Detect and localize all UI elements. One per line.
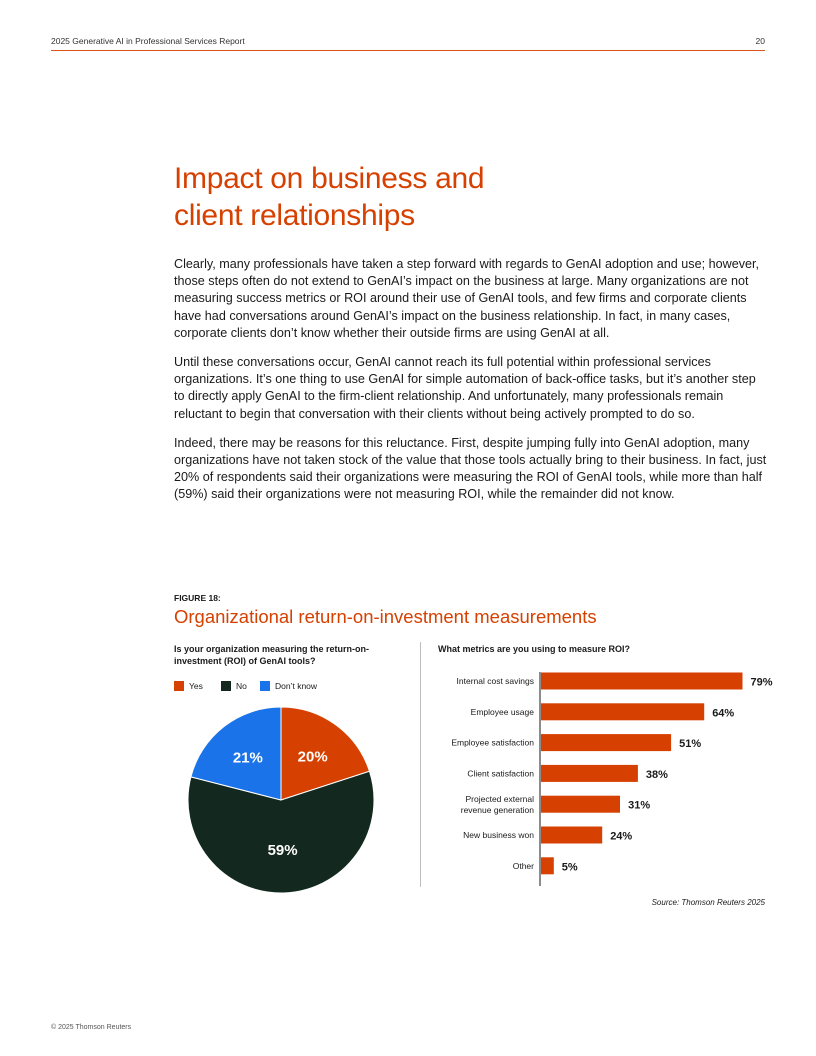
body-text: Clearly, many professionals have taken a… xyxy=(174,256,769,516)
legend-swatch-yes xyxy=(174,681,184,691)
bar-projected-external-revenue-generation xyxy=(541,795,620,813)
bar-value-employee-satisfaction: 51% xyxy=(679,738,701,750)
figure-title: Organizational return-on-investment meas… xyxy=(174,606,597,627)
bar-value-employee-usage: 64% xyxy=(712,707,734,719)
page-title-line-1: Impact on business and xyxy=(174,162,485,195)
legend-label-yes: Yes xyxy=(189,681,203,691)
paragraph: Indeed, there may be reasons for this re… xyxy=(174,435,767,502)
bar-employee-usage xyxy=(541,703,705,721)
bar-chart-question: What metrics are you using to measure RO… xyxy=(438,644,631,654)
bar-category-internal-cost-savings: Internal cost savings xyxy=(457,676,534,686)
bar-value-client-satisfaction: 38% xyxy=(646,769,668,781)
legend-swatch-no xyxy=(221,681,231,691)
pie-label-no: 59% xyxy=(268,842,298,859)
figure-label: FIGURE 18: xyxy=(174,593,221,603)
bar-category-other: Other xyxy=(513,861,534,871)
paragraph: Until these conversations occur, GenAI c… xyxy=(174,355,756,421)
report-title: 2025 Generative AI in Professional Servi… xyxy=(51,36,245,46)
pie-chart-question: Is your organization measuring the retur… xyxy=(174,644,370,666)
bar-chart: 79% Internal cost savings 64% Employee usag… xyxy=(451,672,773,886)
chart-divider xyxy=(420,642,421,887)
bar-value-internal-cost-savings: 79% xyxy=(751,677,773,689)
paragraph: Clearly, many professionals have taken a… xyxy=(174,257,759,340)
page-header: 2025 Generative AI in Professional Servi… xyxy=(51,36,765,50)
bar-category-client-satisfaction: Client satisfaction xyxy=(467,768,534,778)
bar-category-new-business-won: New business won xyxy=(463,830,534,840)
legend-label-dont-know: Don’t know xyxy=(275,681,318,691)
pie-slice-don-t-know xyxy=(190,706,282,801)
page-title-line-2: client relationships xyxy=(174,199,415,232)
bar-client-satisfaction xyxy=(541,764,638,782)
bar-value-projected-external-revenue-generation: 31% xyxy=(628,800,650,812)
page-number: 20 xyxy=(755,36,765,46)
pie-chart: 20% 59% 21% xyxy=(187,706,375,894)
bar-category-projected-external-revenue-generation: Projected external revenue generation xyxy=(461,794,535,815)
page-title: Impact on business and client relationsh… xyxy=(174,160,734,234)
pie-slice-no xyxy=(187,770,375,894)
bar-other xyxy=(541,857,554,875)
pie-label-don-t-know: 21% xyxy=(233,749,263,766)
source-note: Source: Thomson Reuters 2025 xyxy=(651,898,765,907)
bar-value-new-business-won: 24% xyxy=(610,831,632,843)
bar-category-employee-usage: Employee usage xyxy=(471,707,535,717)
copyright-footer: © 2025 Thomson Reuters xyxy=(51,1024,132,1031)
bar-value-other: 5% xyxy=(562,861,578,873)
header-divider xyxy=(51,50,765,51)
pie-label-yes: 20% xyxy=(298,748,328,765)
bar-internal-cost-savings xyxy=(541,672,743,690)
legend-swatch-dont-know xyxy=(260,681,270,691)
bar-category-employee-satisfaction: Employee satisfaction xyxy=(451,738,534,748)
legend-label-no: No xyxy=(236,681,247,691)
pie-slice-yes xyxy=(280,706,371,801)
bar-employee-satisfaction xyxy=(541,734,672,752)
bar-new-business-won xyxy=(541,826,603,844)
